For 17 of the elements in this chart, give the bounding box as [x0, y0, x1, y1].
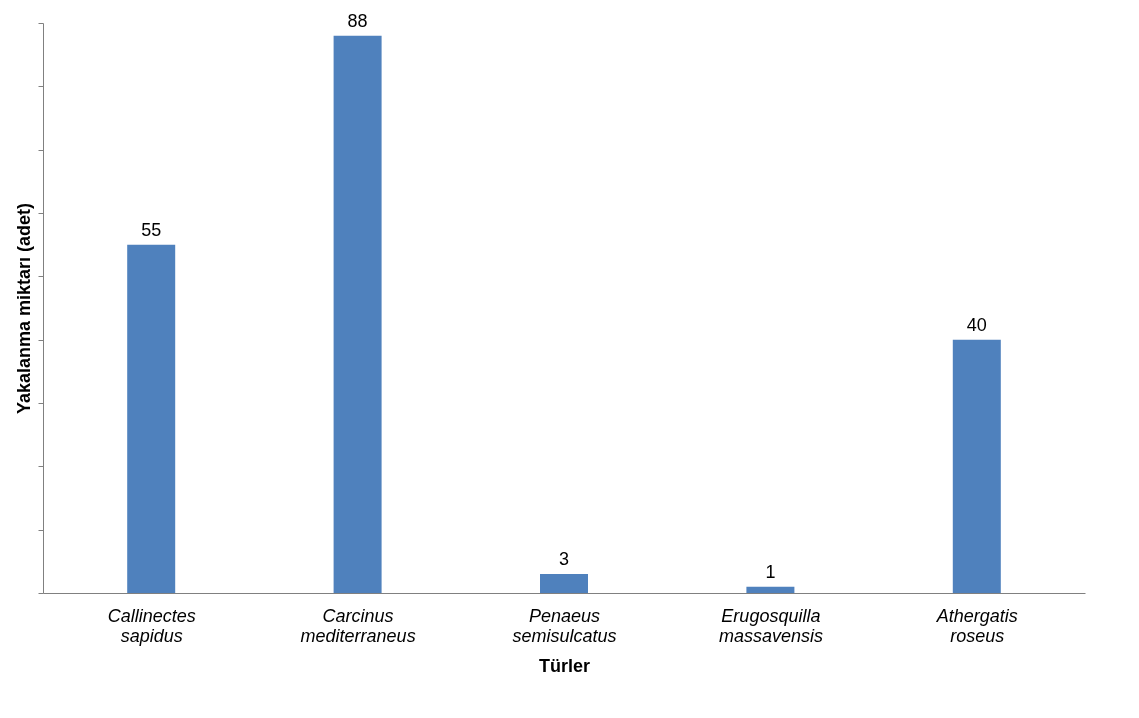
bar	[127, 244, 176, 593]
x-tick-label: Callinectes sapidus	[107, 605, 196, 646]
x-tick-label: Athergatis roseus	[935, 605, 1018, 646]
data-label: 3	[558, 549, 570, 569]
data-label: 1	[765, 561, 776, 582]
bar	[746, 586, 795, 593]
x-tick-label: Erugosquilla massavensis	[718, 605, 823, 646]
data-label: 55	[141, 219, 162, 240]
bar	[952, 339, 1001, 593]
bar	[540, 574, 588, 593]
x-tick-label: Carcinus mediterraneus	[300, 605, 416, 646]
x-tick-label: Penaeus semisulcatus	[512, 605, 617, 646]
bar	[333, 35, 382, 593]
x-axis-title: Türler	[538, 655, 591, 676]
y-axis-title: Yakalanma miktarı (adet)	[14, 202, 34, 415]
data-label: 88	[347, 10, 368, 31]
data-label: 40	[966, 314, 987, 335]
